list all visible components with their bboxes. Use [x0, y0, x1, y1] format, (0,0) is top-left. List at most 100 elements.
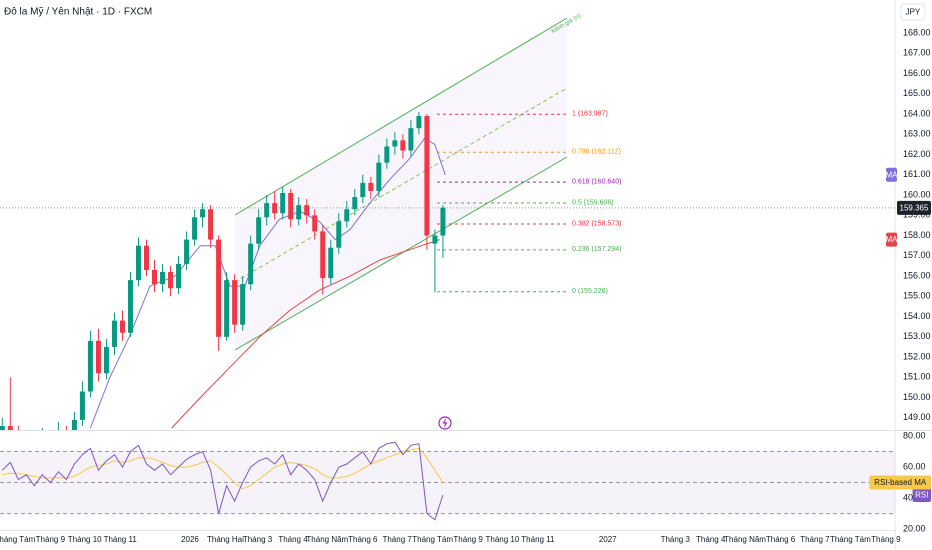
candle-body — [232, 280, 238, 325]
candle-body — [352, 197, 358, 210]
candle-body — [79, 391, 85, 420]
axes: 149.00 150.00 151.00 152.00 153.00 154.00 155.… — [0, 27, 931, 544]
candle-body — [7, 425, 13, 430]
fib-label: 1 (163.987) — [572, 111, 608, 118]
x-tick-label: Tháng 3 — [243, 535, 273, 544]
alert-bolt — [442, 418, 448, 428]
main-pane: 1 (163.987) 0.786 (162.112) 0.618 (160.640… — [0, 111, 895, 430]
rsi-line — [1, 441, 444, 521]
x-tick-label: Tháng 6 — [348, 535, 378, 544]
candle-body — [256, 217, 262, 244]
x-tick-label: Tháng Năm — [306, 535, 348, 544]
y-tick-label: 160.00 — [903, 189, 931, 199]
axis-tag-label: MA — [886, 235, 899, 244]
candle-body — [160, 272, 166, 285]
fib-label: 0.5 (159.606) — [572, 199, 614, 206]
y-tick-label: 167.00 — [903, 48, 931, 58]
candle-body — [152, 269, 158, 285]
y-tick-label: 161.00 — [903, 169, 931, 179]
channel-lower[interactable] — [234, 156, 568, 351]
candle-body — [272, 203, 278, 214]
y-tick-label: 156.00 — [903, 270, 931, 280]
candle-body — [296, 205, 302, 220]
currency-box[interactable] — [900, 3, 926, 21]
x-tick-label: Tháng Tám — [0, 535, 36, 544]
y-tick-label: 157.00 — [903, 250, 931, 260]
symbol-title[interactable]: Đô la Mỹ / Yên Nhật · 1D · FXCM — [4, 7, 152, 18]
y-tick-label: 151.00 — [903, 372, 931, 382]
y-tick-label: 166.00 — [903, 68, 931, 78]
moving-average — [171, 239, 440, 429]
candle-body — [127, 280, 133, 333]
candle-body — [280, 193, 286, 214]
y-tick-label: 155.00 — [903, 291, 931, 301]
x-tick-label: Tháng Hai — [207, 535, 244, 544]
axis-tag-label: RSI-based MA — [874, 478, 927, 487]
axis-tag-label: MA — [886, 170, 899, 179]
channel-fill — [235, 18, 567, 350]
axis-tag-label: RSI — [915, 491, 928, 500]
x-tick-label: Tháng 7 — [800, 535, 830, 544]
fib-label: 0.618 (160.640) — [572, 178, 621, 185]
candle-body — [416, 116, 422, 129]
candle-body — [408, 128, 414, 151]
candle-body — [240, 284, 246, 325]
candle-body — [103, 346, 109, 374]
candle-body — [424, 116, 430, 236]
candle-body — [143, 245, 149, 270]
y-tick-label: 162.00 — [903, 149, 931, 159]
x-tick-label: Tháng 4 — [696, 535, 726, 544]
candle-body — [224, 280, 230, 337]
candle-body — [176, 263, 182, 289]
candle-body — [264, 203, 270, 218]
y-tick-label: 80.00 — [903, 430, 926, 440]
y-tick-label: 163.00 — [903, 129, 931, 139]
candle-body — [111, 320, 117, 347]
fib-label: 0.382 (158.573) — [572, 220, 621, 227]
y-tick-label: 20.00 — [903, 523, 926, 533]
candle-body — [87, 340, 93, 392]
fib-label: 0.236 (157.294) — [572, 246, 621, 253]
y-tick-label: 158.00 — [903, 230, 931, 240]
candle-body — [135, 245, 141, 281]
candle-body — [208, 209, 214, 240]
x-tick-label: Tháng Tám — [412, 535, 453, 544]
candle-body — [384, 146, 390, 163]
x-tick-label: 2027 — [599, 535, 617, 544]
last-price-label: 159.365 — [900, 204, 929, 213]
axis-tag — [886, 167, 897, 182]
fib-label: 0.786 (162.112) — [572, 149, 621, 156]
candle-body — [376, 162, 382, 191]
moving-average — [89, 137, 446, 429]
candle-body — [95, 340, 101, 374]
candle-body — [304, 205, 310, 216]
channel-upper[interactable] — [234, 17, 568, 216]
candle-body — [184, 239, 190, 264]
y-tick-label: 60.00 — [903, 461, 926, 471]
candle-body — [312, 215, 318, 232]
x-tick-label: Tháng 11 — [521, 535, 555, 544]
rsi-pane — [0, 441, 895, 521]
candle-body — [336, 221, 342, 248]
currency[interactable]: JPY — [906, 8, 921, 17]
y-tick-label: 149.00 — [903, 412, 931, 422]
alert-icon[interactable] — [438, 416, 452, 430]
candle-body — [400, 140, 406, 151]
last-price-box — [897, 200, 931, 215]
x-tick-label: Tháng 9 — [453, 535, 483, 544]
candle-body — [328, 247, 334, 279]
y-tick-label: 150.00 — [903, 392, 931, 402]
x-tick-label: Tháng 6 — [766, 535, 796, 544]
x-tick-label: Tháng 9 — [871, 535, 901, 544]
axis-tag — [869, 475, 931, 490]
candle-body — [119, 320, 125, 333]
fib-label: 0 (155.226) — [572, 288, 608, 295]
x-tick-label: Tháng 10 — [68, 535, 102, 544]
x-tick-label: Tháng 4 — [278, 535, 308, 544]
candle-body — [168, 272, 174, 289]
axis-tag — [912, 487, 931, 502]
x-tick-label: Tháng 7 — [382, 535, 412, 544]
y-tick-label: 168.00 — [903, 27, 931, 37]
x-tick-label: Tháng Tám — [830, 535, 871, 544]
